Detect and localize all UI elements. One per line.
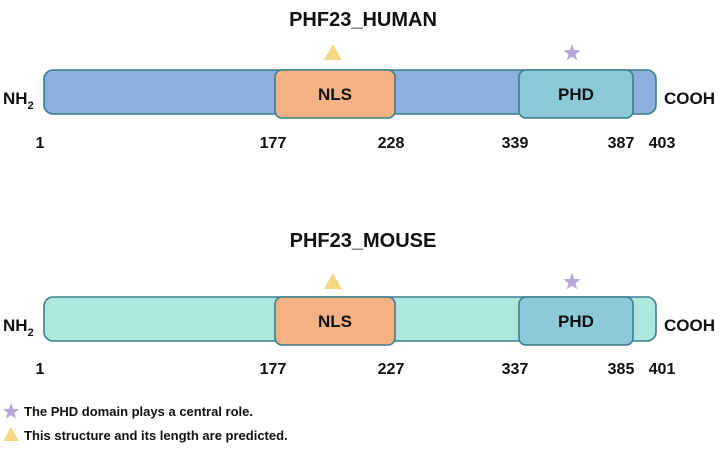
position-label: 339 [502, 135, 529, 152]
triangle-marker [324, 273, 342, 289]
position-label: 177 [260, 135, 287, 152]
c-terminus-label: COOH [664, 89, 715, 108]
position-label: 177 [260, 361, 287, 378]
star-marker [563, 273, 581, 290]
position-label: 387 [608, 135, 635, 152]
n-terminus-label: NH2 [3, 316, 34, 339]
position-label: 1 [36, 361, 45, 378]
position-label: 403 [649, 135, 676, 152]
n-terminus-label: NH2 [3, 89, 34, 112]
position-label: 385 [608, 361, 635, 378]
triangle-marker [324, 44, 342, 60]
star-marker [563, 44, 581, 61]
position-label: 227 [378, 361, 405, 378]
phd-label: PHD [558, 85, 594, 104]
position-label: 401 [649, 361, 676, 378]
protein-human: PHF23_HUMAN NLS PHD NH2 COOH 1 177 228 3… [3, 9, 715, 152]
legend: The PHD domain plays a central role. Thi… [2, 403, 288, 443]
phd-domain [518, 69, 634, 119]
nls-label: NLS [318, 85, 352, 104]
phd-label: PHD [558, 312, 594, 331]
legend-text-star: The PHD domain plays a central role. [24, 404, 253, 419]
position-label: 1 [36, 135, 45, 152]
legend-triangle-icon [3, 427, 19, 441]
protein-title: PHF23_HUMAN [289, 9, 437, 31]
position-label: 337 [502, 361, 529, 378]
nls-label: NLS [318, 312, 352, 331]
c-terminus-label: COOH [664, 316, 715, 335]
legend-text-triangle: This structure and its length are predic… [24, 428, 288, 443]
protein-title: PHF23_MOUSE [290, 230, 437, 252]
phd-domain [518, 296, 634, 346]
nls-domain [274, 296, 396, 346]
legend-star-icon [2, 403, 20, 419]
position-label: 228 [378, 135, 405, 152]
protein-mouse: PHF23_MOUSE NLS PHD NH2 COOH 1 177 227 3… [3, 230, 715, 378]
nls-domain [274, 69, 396, 119]
